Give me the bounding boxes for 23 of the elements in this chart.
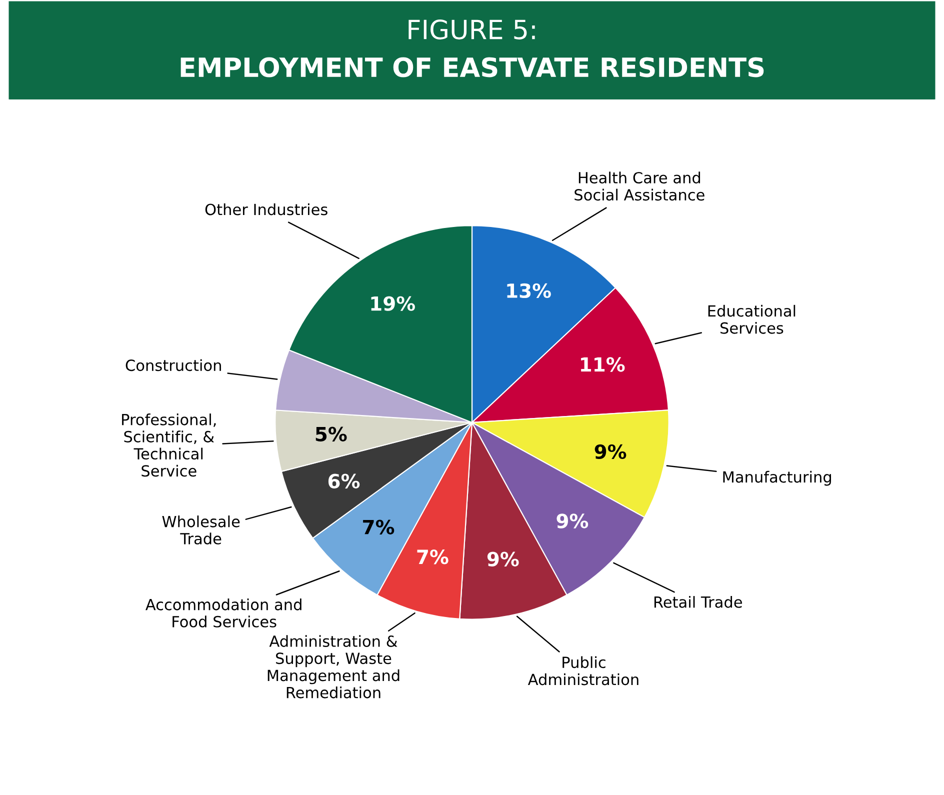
slice-label: Health Care and Social Assistance <box>574 172 704 201</box>
slice-label: Other Industries <box>205 203 328 216</box>
data-label: 9% <box>487 552 519 566</box>
data-label: 6% <box>328 474 360 488</box>
data-label: 9% <box>594 444 626 460</box>
data-label: 19% <box>371 296 415 311</box>
slice-label: Manufacturing <box>723 470 831 486</box>
slice-label: Accommodation and Food Services <box>146 598 302 628</box>
data-label: 7% <box>363 520 394 534</box>
slice-label: Administration & Support, Waste Management and Remediation <box>268 635 400 698</box>
data-label: 7% <box>417 550 448 564</box>
slice-label: Public Administration <box>528 656 638 686</box>
chart-subtitle: EMPLOYMENT OF EASTVATE RESIDENTS <box>180 57 764 78</box>
data-label: 11% <box>581 357 625 372</box>
data-label: 9% <box>556 514 588 528</box>
slice-label: Retail Trade <box>654 596 742 608</box>
data-label: 5% <box>316 426 347 442</box>
slice-label: Educational Services <box>708 304 796 334</box>
chart-title: FIGURE 5: <box>408 19 535 40</box>
slice-label: Wholesale Trade <box>162 516 240 544</box>
slice-label: Construction <box>126 359 221 372</box>
slice-label: Professional, Scientific, & Technical Service <box>122 414 216 477</box>
data-label: 13% <box>507 283 551 298</box>
